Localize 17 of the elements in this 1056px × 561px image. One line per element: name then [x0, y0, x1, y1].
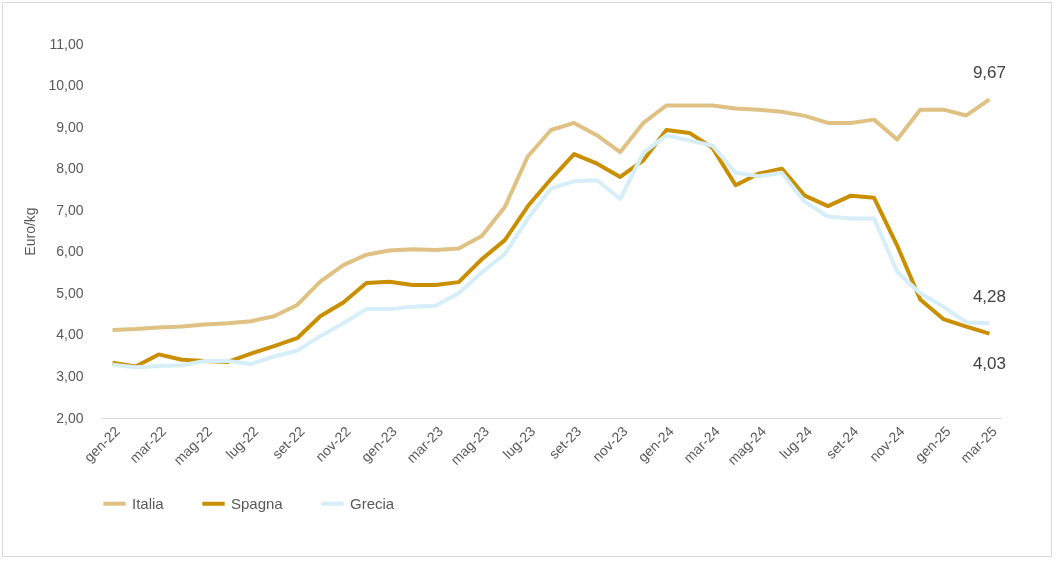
y-tick-label: 10,00: [48, 77, 84, 94]
y-tick-label: 4,00: [56, 326, 84, 343]
data-label: 4,28: [972, 287, 1007, 307]
data-label: 9,67: [972, 63, 1007, 83]
legend-label: Grecia: [350, 494, 395, 512]
y-tick-label: 7,00: [56, 201, 84, 218]
y-tick-label: 9,00: [56, 118, 84, 135]
y-tick-label: 3,00: [56, 367, 84, 384]
y-tick-label: 8,00: [56, 160, 84, 177]
data-label: 4,03: [972, 353, 1007, 373]
y-tick-label: 11,00: [49, 35, 84, 52]
legend-label: Italia: [132, 494, 165, 512]
y-tick-label: 5,00: [56, 284, 84, 301]
y-axis-title: Euro/kg: [22, 207, 39, 256]
legend-label: Spagna: [231, 494, 284, 512]
y-tick-label: 6,00: [56, 243, 84, 260]
y-tick-label: 2,00: [56, 409, 84, 426]
